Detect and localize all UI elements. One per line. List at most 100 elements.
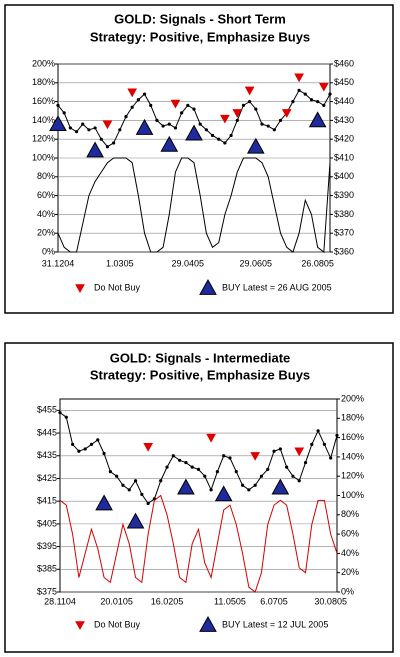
- price-point: [228, 456, 232, 460]
- price-point: [240, 483, 245, 487]
- y2-tick-label: $420: [334, 134, 354, 144]
- price-point: [210, 133, 215, 138]
- price-point: [64, 415, 68, 419]
- price-point: [203, 474, 207, 478]
- price-point: [136, 98, 140, 102]
- price-point: [133, 479, 138, 483]
- buy-marker: [185, 124, 203, 141]
- price-point: [248, 100, 252, 104]
- price-point: [173, 126, 178, 130]
- y-tick-label: 140%: [32, 115, 55, 125]
- oscillator-line: [59, 494, 338, 593]
- price-point: [102, 451, 106, 456]
- sell-marker: [294, 447, 305, 457]
- price-point: [121, 483, 125, 487]
- y2-tick-label: $450: [334, 77, 354, 87]
- x-tick-label: 29.0405: [172, 258, 205, 268]
- price-point: [254, 107, 258, 111]
- buy-marker: [160, 135, 179, 152]
- y-tick-label: 180%: [32, 77, 55, 87]
- price-point: [234, 470, 238, 474]
- chart-subtitle: Strategy: Positive, Emphasize Buys: [90, 367, 310, 382]
- price-point: [278, 118, 283, 122]
- sell-marker: [127, 88, 138, 98]
- buy-marker: [246, 137, 265, 154]
- y2-tick-label: 140%: [341, 451, 364, 461]
- y2-tick-label: $460: [334, 58, 354, 68]
- buy-marker: [135, 118, 154, 135]
- y2-tick-label: $370: [334, 228, 354, 238]
- chart-frame: [4, 4, 394, 314]
- y-tick-label: $435: [37, 450, 57, 460]
- x-tick-label: 1.0305: [106, 258, 134, 268]
- sell-marker: [250, 452, 261, 461]
- legend-marker: [75, 284, 85, 294]
- price-point: [316, 100, 320, 104]
- price-point: [253, 483, 257, 487]
- buy-marker: [86, 141, 104, 158]
- price-point: [99, 137, 103, 141]
- x-tick-label: 28.1104: [44, 596, 76, 606]
- y2-tick-label: 0%: [341, 586, 354, 596]
- sell-marker: [220, 114, 230, 124]
- sell-marker: [318, 82, 329, 92]
- price-point: [192, 107, 196, 111]
- legend-label: Do Not Buy: [94, 282, 141, 292]
- y-tick-label: 40%: [37, 209, 55, 219]
- price-point: [159, 479, 163, 483]
- y-tick-label: $425: [37, 473, 57, 483]
- y2-tick-label: $440: [334, 96, 354, 106]
- price-point: [328, 92, 332, 96]
- sell-marker: [232, 109, 243, 118]
- price-point: [140, 492, 144, 496]
- y2-tick-label: 120%: [341, 471, 364, 481]
- y-tick-label: $385: [37, 564, 57, 574]
- y2-tick-label: 20%: [341, 567, 359, 577]
- price-point: [291, 100, 295, 104]
- price-point: [204, 128, 208, 132]
- price-point: [178, 458, 182, 462]
- y-tick-label: 20%: [37, 228, 55, 238]
- price-point: [171, 454, 175, 458]
- chart-subtitle: Strategy: Positive, Emphasize Buys: [90, 29, 310, 44]
- y-tick-label: 200%: [32, 58, 55, 68]
- sell-marker: [143, 442, 153, 452]
- price-point: [329, 456, 333, 460]
- buy-marker: [271, 478, 290, 495]
- oscillator-line: [57, 157, 331, 253]
- buy-marker: [95, 494, 113, 511]
- chart-title: GOLD: Signals - Intermediate: [110, 350, 291, 365]
- y2-tick-label: $400: [334, 171, 354, 181]
- price-point: [309, 98, 314, 102]
- price-point: [161, 124, 165, 128]
- sell-marker: [281, 109, 292, 118]
- price-point: [93, 126, 97, 130]
- price-point: [74, 130, 79, 134]
- y-tick-label: 100%: [32, 152, 55, 162]
- sell-marker: [206, 433, 216, 443]
- legend-marker: [199, 615, 217, 632]
- legend-marker: [75, 621, 85, 631]
- y2-tick-label: 40%: [341, 548, 359, 558]
- price-point: [108, 470, 112, 474]
- buy-marker: [49, 115, 67, 132]
- sell-marker: [294, 73, 304, 83]
- price-point: [112, 141, 116, 145]
- chart-frame: [4, 342, 394, 653]
- y2-tick-label: 200%: [341, 393, 364, 403]
- price-point: [190, 465, 194, 469]
- price-point: [77, 449, 81, 453]
- y-tick-label: 0%: [42, 246, 55, 256]
- price-point: [184, 460, 188, 465]
- price-point: [297, 479, 301, 483]
- price-point: [266, 467, 270, 471]
- x-tick-label: 11.0505: [214, 596, 246, 606]
- price-point: [115, 474, 119, 478]
- y-tick-label: $405: [37, 518, 57, 528]
- price-point: [278, 447, 282, 451]
- y-tick-label: $455: [37, 405, 57, 415]
- price-point: [260, 122, 264, 126]
- chart-title: GOLD: Signals - Short Term: [114, 11, 286, 26]
- price-point: [303, 460, 308, 465]
